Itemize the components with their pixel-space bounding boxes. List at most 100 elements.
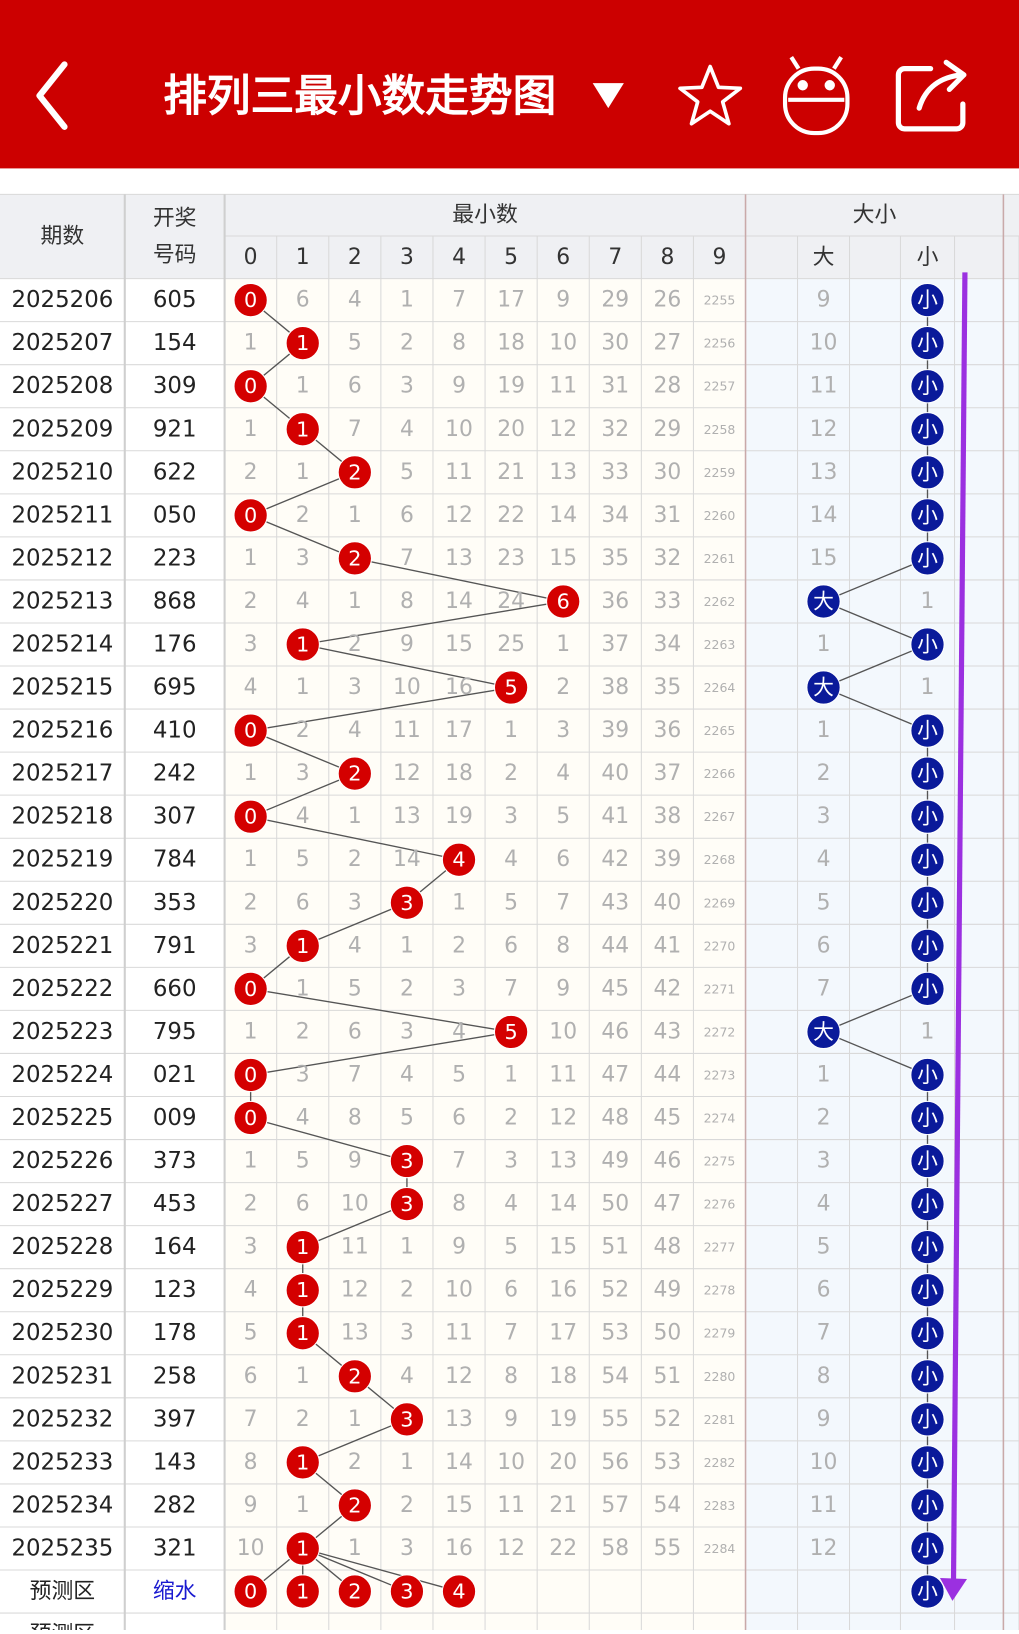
draw-number: 021: [153, 1062, 197, 1088]
cell-value: 25: [497, 632, 525, 657]
ball-text: 4: [452, 848, 465, 872]
cell-value: 4: [244, 675, 258, 700]
cell-value: 6: [504, 1278, 518, 1303]
cell-value: 14: [393, 847, 421, 872]
cell-value: 1: [817, 1062, 831, 1087]
cell-value: 33: [654, 589, 682, 614]
ball: [493, 670, 529, 705]
share-icon[interactable]: [895, 59, 967, 132]
ball-text: 大: [813, 1020, 834, 1044]
trend-line: [250, 686, 512, 732]
ball: [910, 1230, 945, 1265]
ball-text: 1: [296, 633, 309, 657]
page-title[interactable]: 排列三最小数走势图: [163, 71, 556, 122]
cell-value: 2274: [704, 1111, 736, 1126]
header-label: 开奖: [153, 206, 197, 231]
cell-value: 1: [348, 804, 362, 829]
ball: [285, 412, 320, 447]
cell-value: 2: [348, 1450, 362, 1475]
cell-value: 3: [452, 976, 466, 1001]
cell-value: 2278: [704, 1283, 736, 1298]
trend-line: [823, 600, 928, 646]
draw-number: 622: [153, 459, 197, 485]
ball-text: 小: [917, 719, 938, 743]
trend-line: [302, 1203, 408, 1248]
cell-value: 12: [810, 417, 838, 442]
ball: [910, 928, 945, 963]
cell-value: 17: [497, 288, 525, 313]
ball-text: 小: [917, 1235, 938, 1259]
draw-number: 453: [153, 1191, 197, 1217]
header-label: 1: [296, 245, 310, 270]
cell-value: 1: [296, 374, 310, 399]
cell-value: 33: [601, 460, 629, 485]
robot-icon[interactable]: [782, 56, 850, 136]
ball: [910, 627, 945, 662]
cell-value: 13: [445, 1407, 473, 1432]
cell-value: 3: [817, 804, 831, 829]
cell-value: 1: [296, 460, 310, 485]
cell-value: 4: [817, 1192, 831, 1217]
cell-value: 15: [549, 546, 577, 571]
period: 2025208: [11, 373, 113, 399]
trend-line: [302, 1418, 408, 1464]
draw-number: 258: [153, 1363, 197, 1389]
ball: [910, 412, 945, 447]
dropdown-arrow[interactable]: [592, 83, 624, 109]
period: 2025227: [11, 1191, 113, 1217]
cell-value: 6: [296, 1192, 310, 1217]
ball: [337, 1488, 372, 1523]
cell-value: 36: [601, 589, 629, 614]
ball-text: 1: [296, 1278, 309, 1302]
cell-value: 1: [921, 675, 935, 700]
cell-value: 1: [817, 718, 831, 743]
cell-value: 47: [601, 1062, 629, 1087]
draw-number: 660: [153, 976, 197, 1002]
cell-value: 7: [400, 546, 414, 571]
ball-text: 2: [348, 1580, 361, 1604]
draw-number: 309: [153, 373, 197, 399]
cell-value: 2: [400, 976, 414, 1001]
ball-text: 2: [348, 546, 361, 570]
cell-value: 19: [497, 374, 525, 399]
ball: [910, 1273, 945, 1308]
cell-value: 2: [817, 1106, 831, 1131]
cell-value: 20: [497, 417, 525, 442]
cell-value: 7: [348, 417, 362, 442]
ball-text: 小: [917, 1580, 938, 1604]
favorite-icon[interactable]: [678, 64, 743, 126]
cell-value: 26: [654, 288, 682, 313]
header-label: 最小数: [452, 203, 518, 228]
cell-value: 3: [244, 632, 258, 657]
cell-value: 2261: [704, 551, 736, 566]
cell-value: 45: [654, 1106, 682, 1131]
cell-value: 2275: [704, 1154, 736, 1169]
cell-value: 38: [654, 804, 682, 829]
draw-number: 164: [153, 1234, 197, 1260]
period: 2025233: [11, 1449, 113, 1475]
back-button[interactable]: [36, 61, 68, 130]
draw-number: 321: [153, 1535, 197, 1561]
ball-text: 小: [917, 891, 938, 915]
cell-value: 19: [445, 804, 473, 829]
cell-value: 1: [296, 976, 310, 1001]
cell-value: 8: [556, 933, 570, 958]
ball: [910, 1531, 945, 1566]
ball: [233, 799, 268, 834]
ball-text: 0: [244, 1063, 257, 1087]
cell-value: 14: [445, 589, 473, 614]
cell-value: 57: [601, 1493, 629, 1518]
ball: [285, 627, 320, 662]
cell-value: 11: [549, 1062, 577, 1087]
ball-text: 小: [917, 1106, 938, 1130]
cell-value: 8: [348, 1106, 362, 1131]
cell-value: 11: [497, 1493, 525, 1518]
ball: [910, 1488, 945, 1523]
trend-line: [823, 643, 928, 689]
ball: [910, 282, 945, 318]
scroll-arrow: [950, 272, 968, 1583]
cell-value: 6: [348, 374, 362, 399]
period: 2025211: [11, 502, 113, 528]
ball: [441, 842, 477, 877]
cell-value: 2282: [704, 1455, 736, 1470]
